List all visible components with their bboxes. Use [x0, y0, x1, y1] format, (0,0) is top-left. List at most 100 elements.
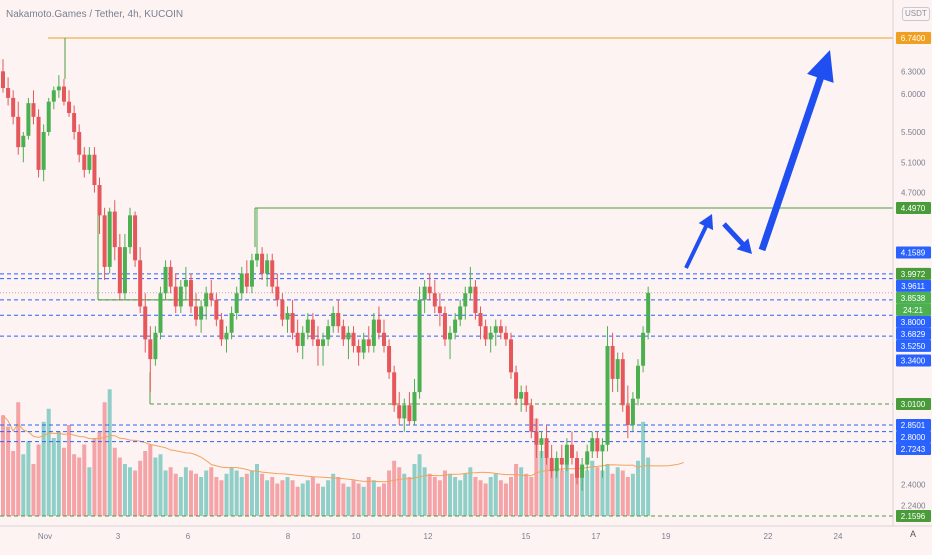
candle-body [559, 457, 564, 465]
price-label-box [896, 246, 931, 259]
volume-bar [366, 477, 371, 516]
candles [1, 59, 651, 491]
volume-bar [605, 464, 610, 516]
candle-body [397, 405, 402, 419]
volume-bar [128, 467, 132, 516]
volume-bar [361, 486, 366, 516]
arrow-up-short [684, 214, 714, 269]
volume-bar [376, 486, 381, 516]
candle-body [529, 405, 534, 432]
candle-body [366, 339, 371, 346]
candle-body [468, 286, 473, 294]
time-scale[interactable]: Nov 3 6 8 10 12 15 17 19 22 24 [38, 532, 843, 541]
candle-body [26, 103, 31, 136]
volume-bar [503, 483, 508, 516]
candle-body [600, 444, 605, 452]
volume-bar [173, 473, 178, 516]
symbol-title[interactable]: Nakamoto.Games / Tether, 4h, KUCOIN [6, 9, 184, 20]
volume-bar [468, 467, 473, 516]
candle-body [11, 97, 16, 117]
price-label-box [896, 397, 931, 410]
volume-bar [61, 447, 66, 516]
volume-bar [437, 480, 442, 516]
candle-body [407, 405, 412, 422]
candle-body [402, 405, 407, 419]
volume-bar [417, 454, 422, 516]
candle-body [315, 339, 320, 346]
volume-bar [356, 483, 361, 516]
volume-bar [133, 470, 138, 516]
volume-bar [326, 480, 331, 516]
projection-arrows [684, 50, 834, 269]
volume-bar [153, 457, 158, 516]
candle-body [569, 444, 574, 458]
candle-body [77, 131, 82, 155]
volume-bar [422, 467, 427, 516]
price-label-box [896, 327, 931, 340]
volume-bar [265, 480, 270, 516]
volume-bar [488, 477, 493, 516]
candle-body [300, 332, 305, 346]
candle-body [239, 273, 244, 294]
price-label-box [896, 267, 931, 280]
volume-bar [432, 477, 437, 516]
candle-body [188, 280, 193, 307]
volume-bar [11, 451, 16, 516]
volume-bar [427, 473, 432, 516]
volume-bar [21, 454, 26, 516]
candle-body [143, 306, 148, 340]
candle-body [646, 292, 651, 333]
volume-bar [87, 467, 92, 516]
candle-body [361, 339, 366, 353]
volume-bar [382, 483, 386, 516]
candle-body [285, 313, 290, 320]
volume-bar [46, 408, 51, 516]
price-scale[interactable]: 6.3000 6.0000 5.5000 5.1000 4.7000 2.4000 2.24… [896, 32, 931, 522]
auto-scale-button[interactable]: A [910, 529, 917, 539]
candle-body [21, 135, 26, 148]
volume-bar [92, 438, 97, 516]
volume-bar [524, 473, 529, 516]
candle-body [270, 260, 275, 287]
volume-bar [341, 483, 346, 516]
candle-body [376, 319, 381, 333]
volume-bar [255, 464, 259, 516]
candle-body [117, 247, 122, 294]
volume-bar [51, 438, 56, 516]
candle-body [209, 293, 214, 300]
volume-bar [295, 486, 300, 516]
volume-bar [280, 480, 285, 516]
candle-body [275, 286, 280, 300]
volume-bar [117, 457, 122, 516]
candle-body [173, 286, 178, 307]
candle-body [371, 319, 376, 346]
price-label-box [896, 279, 931, 292]
volume-bar [234, 470, 239, 516]
candle-body [148, 339, 153, 360]
volume-bar [321, 486, 326, 516]
candle-body [554, 457, 559, 472]
time-tick-label: 24 [834, 532, 843, 541]
price-tick-label: 4.7000 [901, 189, 926, 198]
candle-body [72, 113, 77, 132]
volume-bar [199, 477, 204, 516]
volume-bar [575, 467, 580, 516]
candle-body [224, 332, 229, 340]
volume-bar [67, 425, 72, 516]
volume-bar [539, 451, 544, 516]
price-label-text: 4.1589 [901, 249, 926, 258]
price-label-box [896, 431, 931, 444]
candle-body [87, 154, 92, 170]
volume-bar [168, 467, 173, 516]
price-label-text: 2.7243 [901, 445, 926, 454]
currency-badge[interactable]: USDT [902, 7, 930, 21]
volume-bar [97, 431, 102, 516]
candle-body [392, 372, 397, 406]
volume-bar [249, 470, 254, 516]
candle-body [163, 266, 168, 294]
volume-bar [305, 480, 310, 516]
candle-body [544, 438, 549, 458]
volume-bar [615, 467, 620, 516]
